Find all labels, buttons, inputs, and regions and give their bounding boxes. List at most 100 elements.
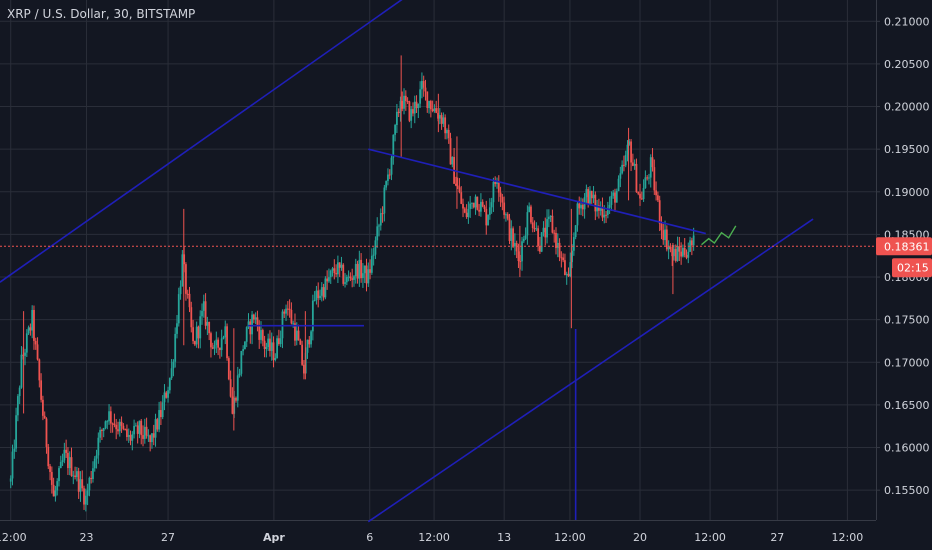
candle-body — [510, 228, 513, 241]
candle-body — [18, 387, 21, 397]
candle-body — [596, 205, 599, 212]
candle-body — [50, 471, 53, 485]
current-price-label: 0.18361 — [884, 240, 930, 253]
candle-body — [513, 243, 516, 247]
candle-body — [370, 255, 373, 273]
candle-body — [547, 216, 550, 220]
candle-body — [530, 206, 532, 223]
candle-body — [408, 101, 411, 121]
candle-body — [115, 424, 118, 430]
candle-body — [658, 200, 661, 224]
candle-body — [401, 100, 404, 109]
candle-body — [258, 325, 261, 340]
x-tick-label: 13 — [497, 531, 511, 544]
candle-body — [578, 203, 581, 209]
candle-body — [474, 196, 477, 208]
candle-body — [406, 100, 409, 102]
candle-body — [540, 232, 543, 252]
candle-body — [617, 178, 620, 191]
candle-body — [331, 268, 334, 271]
candle-body — [77, 471, 80, 492]
candle-body — [683, 247, 686, 255]
candle-body — [533, 228, 536, 230]
candle-body — [428, 101, 430, 109]
candle-body — [16, 396, 19, 416]
candle-body — [192, 327, 194, 342]
candle-body — [395, 111, 398, 126]
candle-body — [612, 192, 615, 196]
candle-body — [59, 461, 62, 469]
candle-body — [127, 434, 130, 438]
x-tick-label: 12:00 — [0, 531, 27, 544]
y-tick-label: 0.16000 — [884, 442, 930, 455]
candle-body — [673, 249, 675, 257]
candle-body — [45, 418, 48, 447]
candle-body — [537, 228, 540, 246]
candle-body — [72, 475, 75, 477]
candle-body — [690, 240, 693, 246]
candle-body — [292, 323, 295, 325]
candle-body — [562, 257, 565, 261]
candle-body — [608, 204, 611, 208]
candle-body — [288, 308, 291, 310]
candle-body — [231, 396, 234, 414]
candle-body — [83, 488, 85, 505]
candle-body — [646, 177, 649, 179]
candle-body — [190, 307, 193, 328]
candle-body — [531, 222, 534, 229]
candle-body — [655, 190, 658, 196]
candle-body — [113, 423, 116, 425]
candle-body — [109, 411, 112, 424]
candle-body — [106, 421, 109, 423]
candle-body — [140, 420, 143, 436]
candle-body — [580, 205, 582, 209]
candle-body — [499, 192, 502, 197]
projection-path — [701, 225, 737, 246]
candle-body — [79, 479, 82, 492]
candle-body — [306, 339, 309, 353]
candle-body — [383, 187, 386, 214]
candle-body — [174, 333, 177, 362]
candle-timer-badge — [892, 258, 932, 278]
candle-body — [317, 290, 320, 299]
y-tick-label: 0.17500 — [884, 314, 930, 327]
candle-body — [419, 89, 422, 104]
lower-channel-line — [367, 218, 814, 523]
candle-body — [134, 425, 137, 427]
candle-body — [676, 246, 679, 261]
candle-body — [270, 342, 273, 351]
candle-body — [651, 157, 654, 168]
candle-body — [521, 241, 523, 262]
chart-title: XRP / U.S. Dollar, 30, BITSTAMP — [7, 7, 196, 21]
candle-body — [93, 458, 96, 469]
candle-body — [687, 251, 690, 258]
candle-body — [494, 181, 497, 184]
candle-body — [572, 237, 575, 251]
candle-body — [490, 202, 493, 208]
candle-body — [485, 208, 488, 226]
candle-body — [392, 134, 395, 158]
candle-body — [345, 277, 348, 283]
candle-body — [433, 108, 436, 112]
candle-body — [501, 196, 504, 203]
candle-body — [285, 308, 287, 314]
candle-body — [167, 390, 169, 398]
candle-body — [387, 174, 389, 182]
candle-body — [294, 323, 296, 341]
candle-body — [347, 276, 350, 278]
candle-body — [619, 173, 622, 179]
candle-body — [154, 419, 157, 438]
candle-body — [202, 301, 205, 311]
candle-body — [267, 338, 270, 347]
candle-body — [126, 429, 128, 438]
candle-body — [36, 344, 39, 360]
candle-body — [662, 230, 665, 241]
candle-body — [394, 125, 396, 135]
candle-body — [342, 264, 345, 284]
candle-body — [226, 326, 228, 359]
candle-body — [644, 177, 647, 189]
candle-body — [222, 337, 225, 339]
candle-body — [665, 229, 668, 250]
candle-body — [56, 481, 59, 491]
